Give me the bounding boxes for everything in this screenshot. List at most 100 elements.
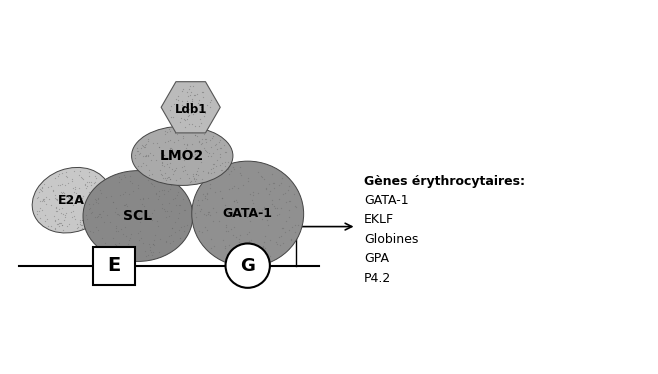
Point	[251, 257, 261, 263]
Point	[141, 151, 151, 157]
Point	[163, 174, 174, 180]
Point	[161, 237, 171, 243]
Point	[125, 178, 136, 184]
Text: SCL: SCL	[123, 209, 153, 223]
Point	[171, 131, 182, 137]
Point	[143, 138, 153, 144]
Point	[193, 100, 203, 106]
Point	[290, 229, 300, 234]
Point	[126, 249, 137, 255]
Point	[216, 194, 227, 200]
Point	[274, 211, 284, 217]
Point	[207, 150, 218, 156]
Point	[93, 196, 103, 202]
Point	[224, 255, 235, 261]
Point	[119, 202, 130, 208]
Point	[166, 208, 176, 214]
Point	[173, 97, 184, 103]
Point	[235, 232, 245, 238]
Point	[89, 197, 99, 203]
Point	[147, 181, 157, 187]
Point	[144, 213, 155, 219]
Point	[34, 208, 44, 214]
Point	[159, 191, 169, 197]
Point	[195, 208, 205, 214]
Point	[202, 190, 213, 196]
Text: P4.2: P4.2	[364, 272, 391, 285]
Point	[132, 215, 142, 221]
Point	[36, 197, 47, 203]
Point	[57, 190, 67, 196]
Point	[204, 209, 215, 215]
Point	[163, 174, 173, 180]
Text: Gènes érythrocytaires:: Gènes érythrocytaires:	[364, 175, 525, 188]
Point	[74, 172, 84, 178]
Point	[203, 153, 214, 159]
Point	[37, 188, 47, 194]
Point	[84, 169, 94, 175]
Point	[205, 166, 216, 172]
Point	[188, 83, 198, 89]
Point	[59, 182, 70, 188]
Point	[164, 137, 175, 143]
Point	[244, 191, 255, 197]
Point	[72, 221, 82, 227]
Point	[63, 180, 73, 186]
Point	[206, 171, 216, 177]
Point	[164, 126, 174, 132]
Point	[54, 171, 64, 177]
Point	[261, 185, 271, 191]
Point	[114, 174, 124, 180]
Point	[192, 165, 203, 171]
Point	[213, 140, 224, 145]
Point	[148, 241, 159, 247]
Point	[105, 193, 116, 199]
Point	[58, 211, 68, 217]
Point	[159, 152, 169, 158]
Point	[40, 212, 51, 218]
Point	[174, 202, 185, 208]
Point	[290, 203, 301, 209]
Point	[215, 151, 225, 157]
Point	[165, 160, 176, 166]
Point	[220, 149, 231, 155]
Point	[223, 171, 234, 177]
Point	[64, 221, 75, 227]
Point	[250, 251, 261, 257]
Point	[202, 102, 213, 108]
Point	[177, 164, 188, 170]
Point	[149, 242, 160, 248]
Point	[186, 121, 197, 127]
Point	[95, 183, 105, 189]
Point	[247, 189, 258, 195]
Point	[42, 216, 53, 222]
Point	[157, 205, 167, 211]
Point	[207, 165, 218, 171]
Point	[43, 184, 53, 190]
Point	[163, 213, 174, 219]
Point	[114, 247, 124, 253]
Point	[91, 186, 102, 191]
Point	[211, 209, 221, 215]
Point	[104, 219, 114, 225]
Point	[197, 94, 208, 100]
Point	[132, 230, 143, 236]
Point	[41, 194, 51, 200]
Point	[52, 197, 63, 203]
Point	[178, 116, 189, 122]
Point	[70, 216, 80, 222]
Point	[32, 195, 43, 201]
Point	[119, 189, 130, 195]
Point	[278, 191, 289, 197]
Point	[77, 222, 88, 228]
Point	[140, 142, 151, 148]
Point	[122, 203, 133, 209]
Point	[186, 129, 197, 135]
Point	[189, 92, 199, 98]
Point	[144, 172, 155, 178]
Point	[80, 201, 91, 207]
Point	[174, 202, 184, 208]
Point	[253, 190, 264, 196]
Point	[182, 142, 192, 148]
Point	[151, 190, 161, 196]
